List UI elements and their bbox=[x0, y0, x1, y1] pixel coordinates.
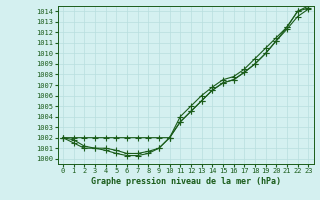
X-axis label: Graphe pression niveau de la mer (hPa): Graphe pression niveau de la mer (hPa) bbox=[91, 177, 281, 186]
